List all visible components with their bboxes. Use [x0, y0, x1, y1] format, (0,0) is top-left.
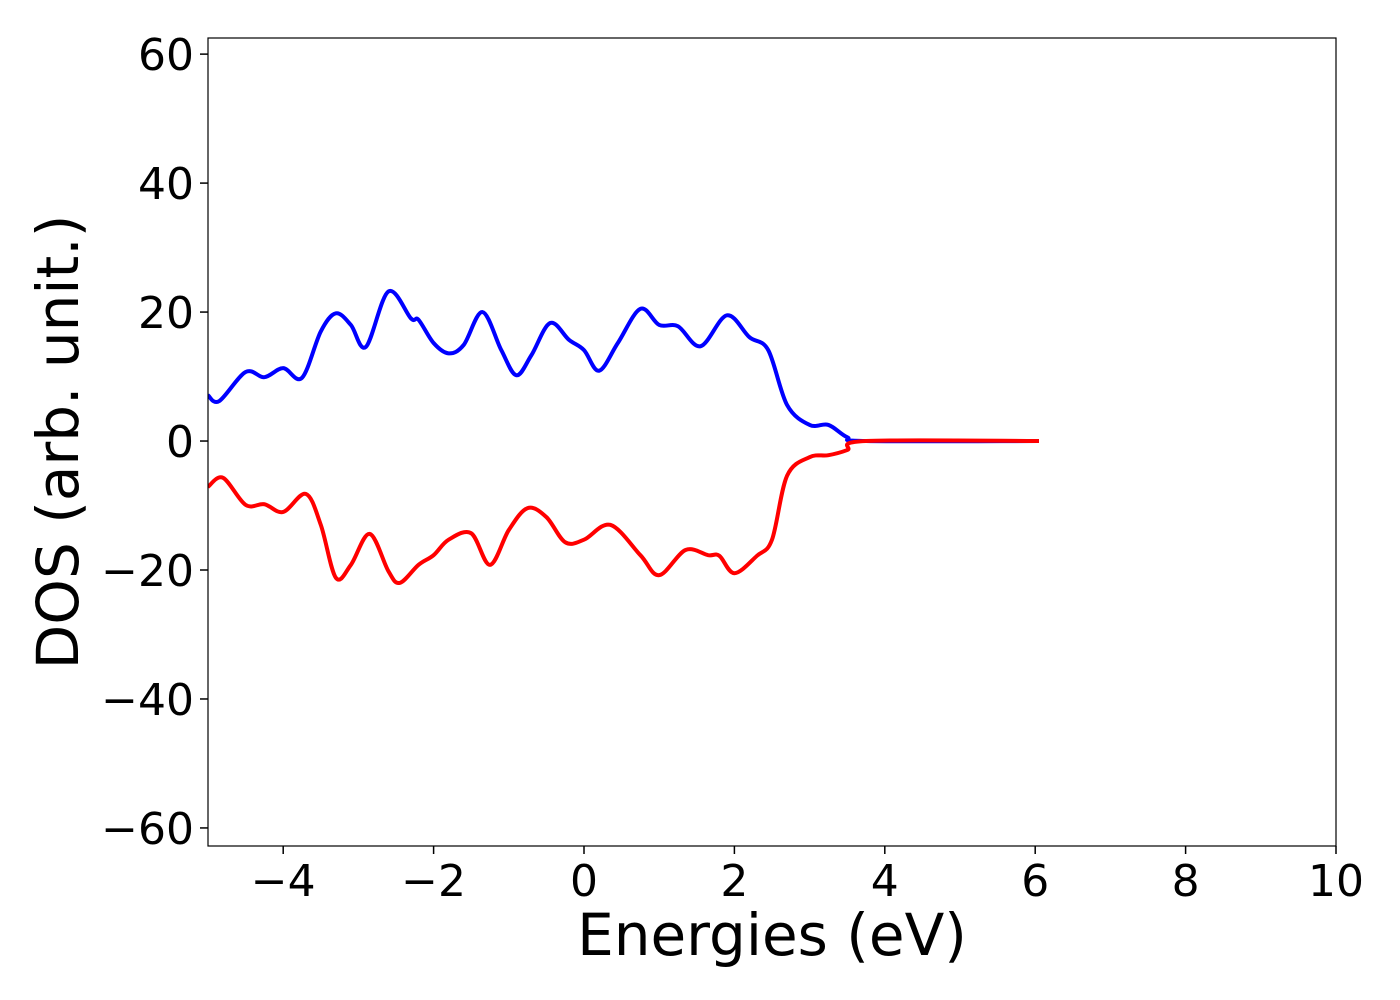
dos-line	[208, 289, 1039, 444]
x-tick-label: −4	[251, 856, 316, 907]
y-tick-label: 0	[166, 417, 194, 468]
y-tick-label: −60	[101, 804, 194, 855]
plot-frame	[207, 37, 1337, 847]
x-tick-label: 6	[1021, 856, 1049, 907]
x-tick-label: 2	[720, 856, 748, 907]
y-tick-label: −20	[101, 546, 194, 597]
y-tick-label: 40	[138, 159, 194, 210]
dos-line	[208, 438, 1039, 586]
x-tick-label: −2	[401, 856, 466, 907]
x-axis-label: Energies (eV)	[577, 901, 967, 969]
x-tick-label: 10	[1308, 856, 1364, 907]
y-tick-label: −40	[101, 675, 194, 726]
x-tick-label: 4	[871, 856, 899, 907]
y-axis-label: DOS (arb. unit.)	[24, 215, 92, 670]
x-tick-label: 0	[570, 856, 598, 907]
y-tick-label: 60	[138, 30, 194, 81]
y-tick-label: 20	[138, 288, 194, 339]
x-tick-label: 8	[1172, 856, 1200, 907]
